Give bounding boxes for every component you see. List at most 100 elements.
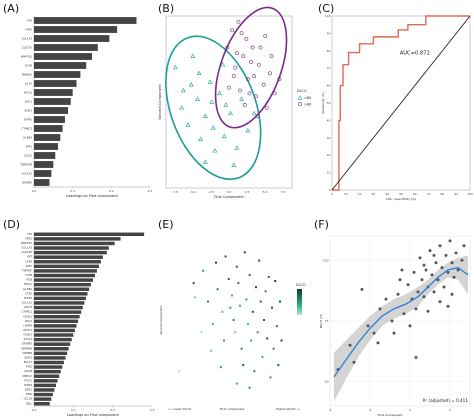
data-point-circle xyxy=(253,94,258,99)
data-point xyxy=(248,386,251,389)
data-point xyxy=(352,360,356,364)
y-tick-label: 90 xyxy=(327,31,331,35)
data-point-triangle xyxy=(228,110,233,116)
data-point xyxy=(202,269,205,272)
confidence-band xyxy=(334,255,468,402)
data-point-triangle xyxy=(195,96,200,101)
data-point xyxy=(420,278,424,282)
reference-diagonal xyxy=(331,15,471,191)
bar xyxy=(34,26,118,33)
bar xyxy=(34,287,90,291)
data-point-triangle xyxy=(209,99,215,104)
x-tick-label: 30 xyxy=(371,192,375,196)
bar xyxy=(34,17,137,24)
data-point xyxy=(258,259,261,262)
bar xyxy=(34,337,72,342)
x-tick-label: 0.2 xyxy=(109,189,114,193)
bar-category-label: SERPINE xyxy=(21,346,32,350)
y-tick-label: 10 xyxy=(327,171,331,175)
data-point-triangle xyxy=(185,122,191,127)
data-point xyxy=(223,339,225,342)
y-tick-label: 40 xyxy=(327,118,331,122)
data-point xyxy=(178,370,181,373)
data-point xyxy=(216,288,219,291)
bar xyxy=(34,374,60,378)
y-tick-label: 50 xyxy=(327,101,331,105)
bar-category-label: ACSL3 xyxy=(24,91,33,95)
data-point xyxy=(418,256,422,260)
y-axis-title: Sensitivity (%) xyxy=(321,92,325,114)
data-point xyxy=(414,355,418,359)
y-tick-label: 100 xyxy=(323,258,329,262)
panel-f: (F) -4 -2 0 2 50 75 100 First Component DLCO (%) R… xyxy=(314,218,471,417)
data-point xyxy=(450,292,454,296)
bar xyxy=(34,356,66,360)
bar-category-label: KRT xyxy=(27,255,32,259)
data-point-triangle xyxy=(220,62,226,67)
bar xyxy=(34,397,52,401)
data-point xyxy=(263,319,265,321)
group-ellipse xyxy=(214,6,288,129)
bar-category-label: FOSL1 xyxy=(24,282,33,286)
data-point-triangle xyxy=(198,136,204,141)
data-point xyxy=(255,286,257,289)
data-point-circle xyxy=(249,59,253,64)
x-tick-label: 0 xyxy=(409,408,411,412)
data-point xyxy=(424,268,428,272)
data-point xyxy=(235,382,238,385)
x-tick-label: 0.3 xyxy=(150,408,155,412)
bar xyxy=(34,161,54,168)
data-point xyxy=(234,331,237,334)
data-point xyxy=(192,282,195,285)
group-ellipse xyxy=(165,35,262,181)
bar-category-label: CTHRC1 xyxy=(22,310,33,314)
bar-category-label: COL5A1 xyxy=(22,172,33,176)
data-point-circle xyxy=(263,34,268,38)
data-point-triangle xyxy=(202,159,208,164)
x-axis-title: 100 - Specificity (%) xyxy=(386,197,416,201)
data-point xyxy=(210,349,213,352)
bar xyxy=(34,383,57,388)
bar xyxy=(34,351,68,356)
bar-category-label: CXCR1 xyxy=(23,333,32,337)
legend-key-triangle xyxy=(297,95,303,100)
x-axis-title: First Component xyxy=(378,413,404,417)
data-point-triangle xyxy=(212,148,218,153)
auc-annotation: AUC=0.872 xyxy=(400,50,430,56)
bar-category-label: CDH11 xyxy=(23,314,32,318)
data-point xyxy=(259,300,262,303)
data-point-triangle xyxy=(179,105,185,110)
bar xyxy=(34,241,115,246)
data-point xyxy=(422,263,426,267)
data-point xyxy=(221,310,224,313)
data-point-circle xyxy=(238,88,242,93)
data-point xyxy=(231,294,233,297)
panel-d: (D)FF6FBP1MMP7B1COL1A2CCDC80KRTCD36SPP1T… xyxy=(3,218,154,417)
bar-category-label: CD36 xyxy=(25,259,32,263)
bar xyxy=(34,278,93,282)
data-point xyxy=(384,297,388,301)
data-point xyxy=(247,323,249,326)
bar xyxy=(34,365,63,369)
bar xyxy=(34,35,110,42)
y-tick-label: 50 xyxy=(325,380,329,384)
x-tick-label: 100 xyxy=(467,192,473,196)
data-point-circle xyxy=(225,45,230,50)
bar xyxy=(34,392,53,397)
x-tick-label: 7.5 xyxy=(281,190,286,194)
bar xyxy=(34,292,88,296)
data-point-circle xyxy=(272,91,277,96)
y-tick-label: 30 xyxy=(327,136,331,140)
bar xyxy=(34,369,61,374)
bar xyxy=(34,342,71,346)
data-point xyxy=(275,325,278,328)
data-point xyxy=(452,275,456,279)
data-point-triangle xyxy=(223,102,229,107)
data-point xyxy=(462,244,466,248)
bar-category-label: CTSK xyxy=(25,291,32,295)
bar-category-label: SPP1 xyxy=(26,145,33,149)
data-point xyxy=(460,258,464,262)
bar-category-label: CLEC7A xyxy=(22,46,32,50)
bar xyxy=(34,314,80,319)
data-point xyxy=(219,366,222,369)
